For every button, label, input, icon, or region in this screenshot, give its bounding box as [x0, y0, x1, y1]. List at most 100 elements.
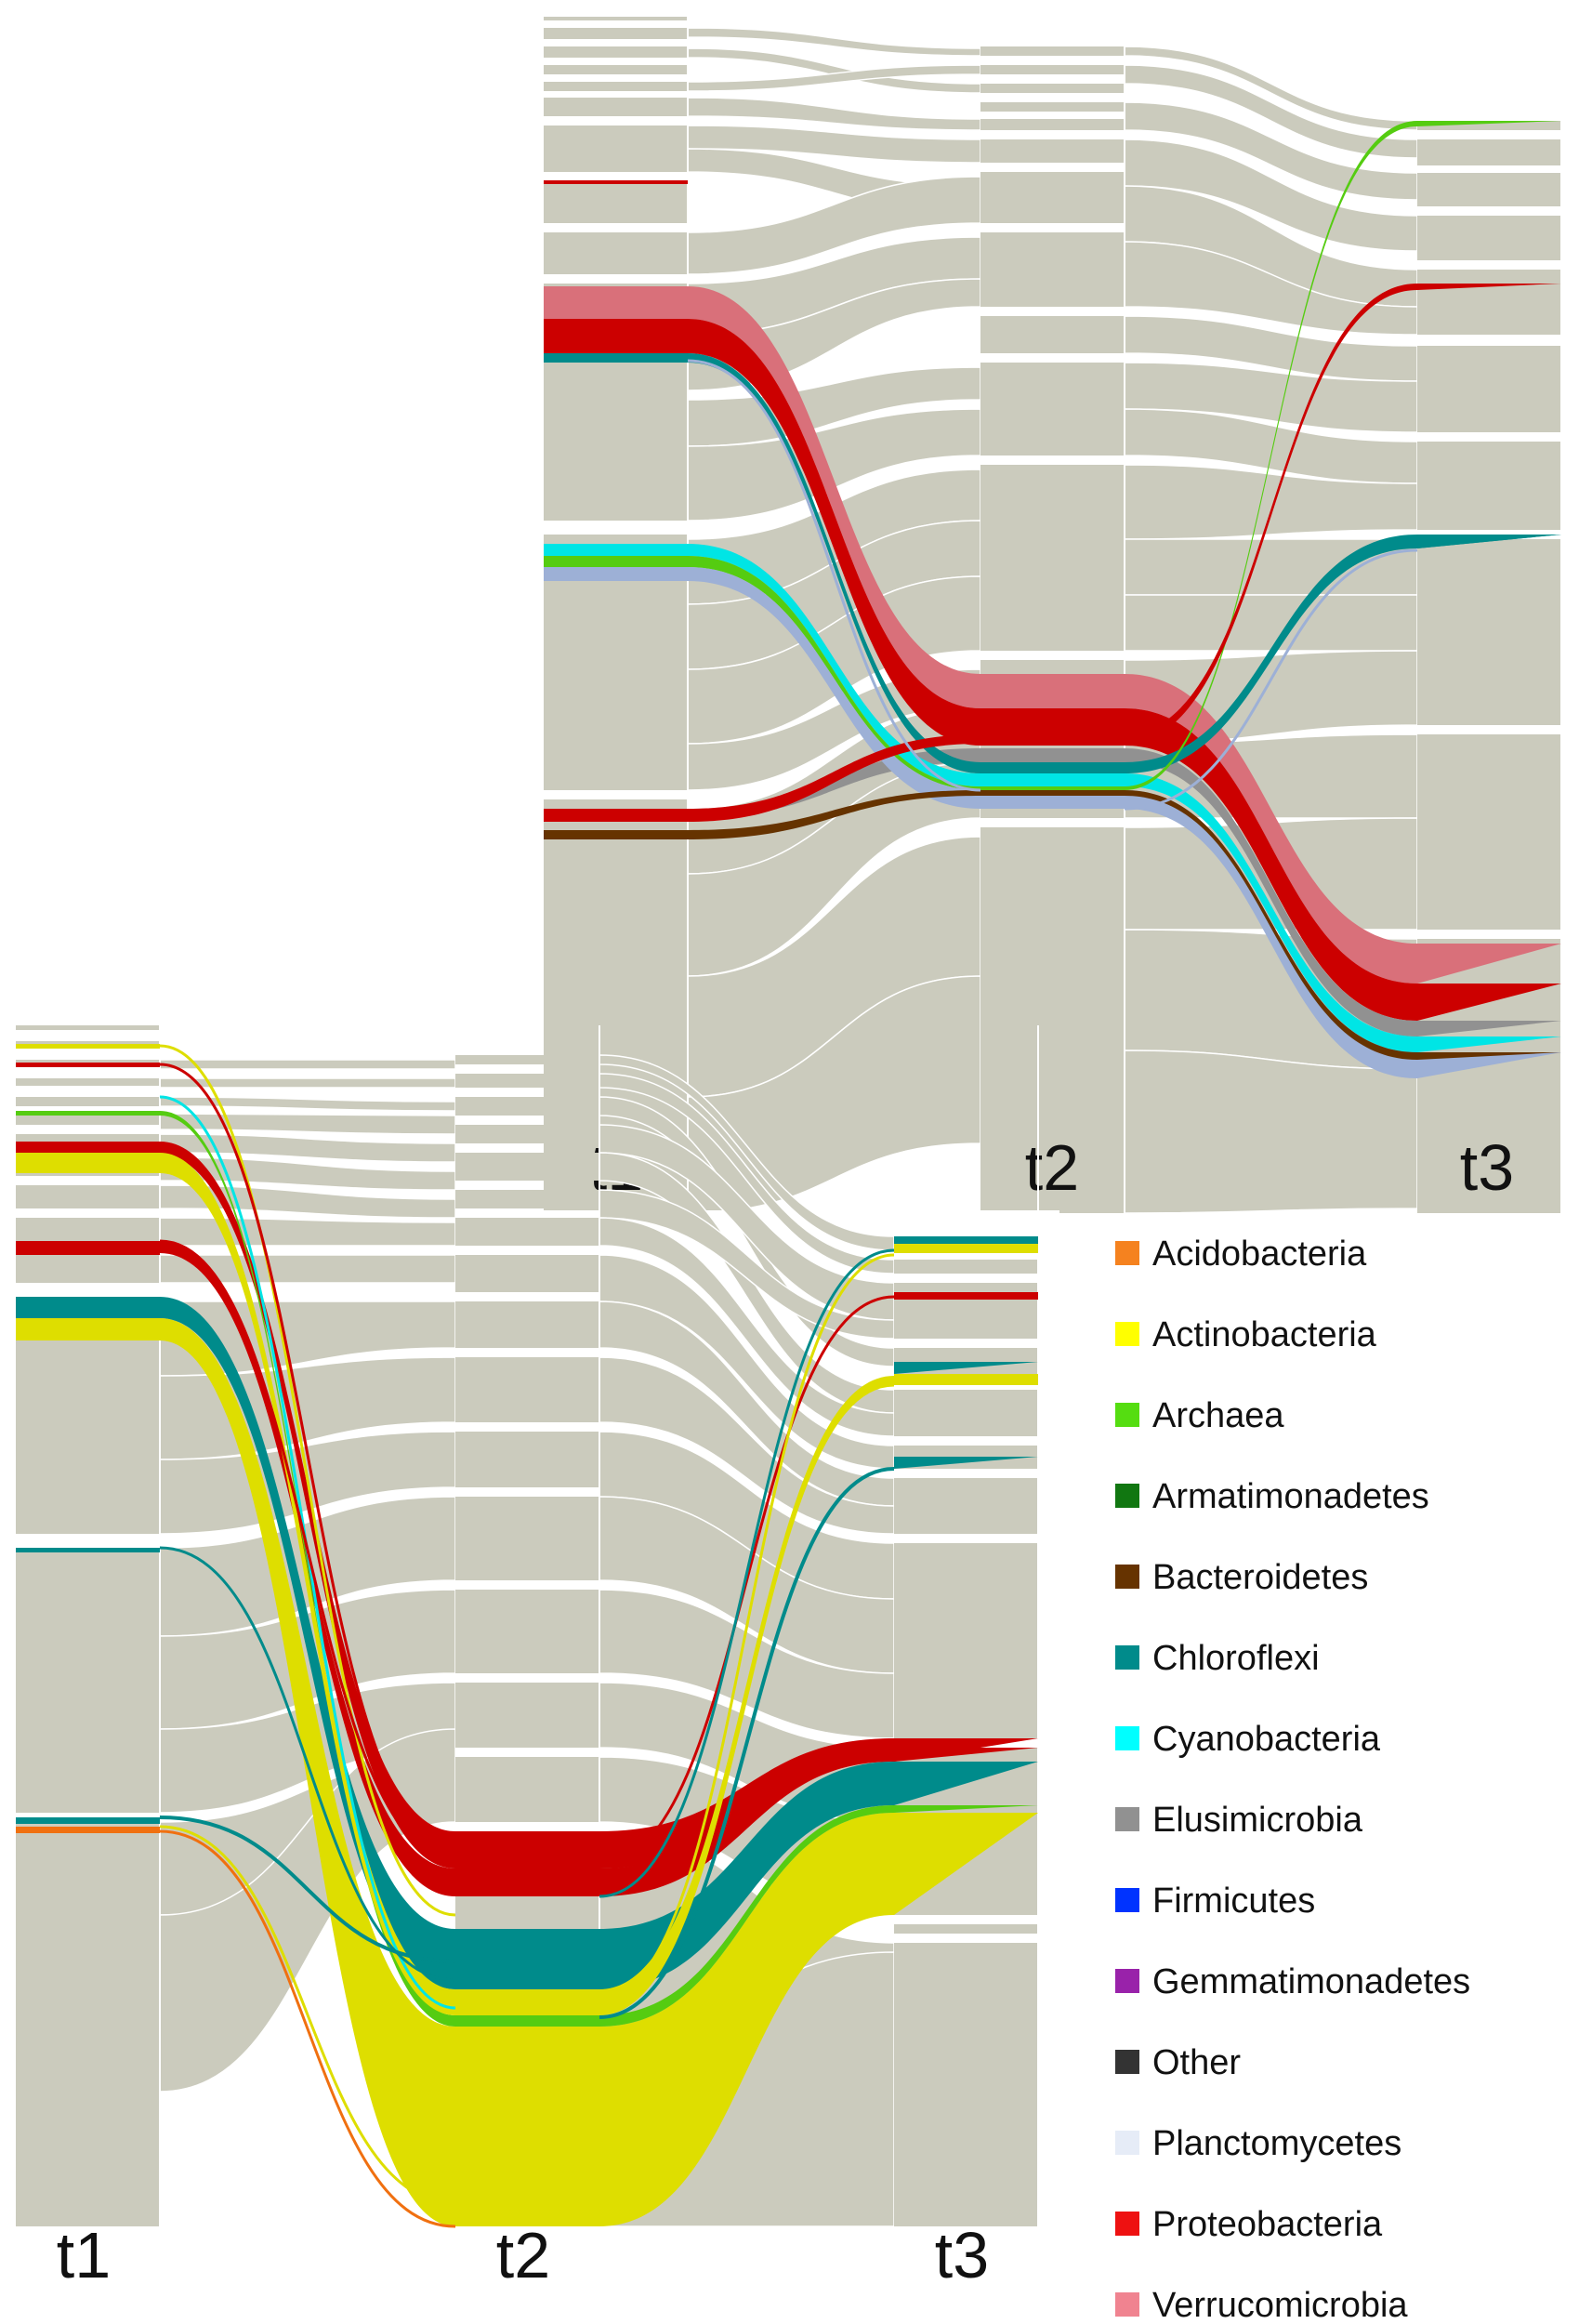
node-segment [455, 1218, 599, 1246]
node-segment [544, 125, 688, 172]
node-segment [1417, 734, 1561, 930]
legend-label-armatimonadetes: Armatimonadetes [1152, 1477, 1429, 1516]
planctomycetes-outline-flow [1124, 548, 1418, 811]
legend-label-chloroflexi: Chloroflexi [1152, 1639, 1320, 1678]
node-segment [455, 1432, 599, 1487]
timepoint-label-t3-bottom: t3 [935, 2219, 989, 2291]
background-flow [1124, 1050, 1418, 1214]
background-flow [159, 1096, 456, 1112]
node-segment [455, 1757, 599, 1822]
node-segment [16, 1078, 160, 1086]
node-segment [455, 1055, 599, 1064]
node-segment [16, 1822, 160, 2226]
highlighted-line [159, 1063, 456, 1847]
node-segment [455, 1153, 599, 1181]
highlighted-line [159, 1816, 456, 1963]
background-flow [687, 761, 981, 977]
background-flow [159, 1217, 456, 1247]
node-segment [980, 363, 1125, 456]
background-flow [159, 1113, 456, 1135]
node-segment [1417, 139, 1561, 165]
legend-swatch-acidobacteria [1115, 1241, 1139, 1265]
node-segment [980, 102, 1125, 112]
node-segment [16, 1097, 160, 1106]
legend-swatch-gemmatimonadetes [1115, 1969, 1139, 1993]
background-flow [687, 97, 981, 131]
node-segment [894, 1924, 1038, 1934]
node-segment [894, 1543, 1038, 1738]
node-segment [894, 1943, 1038, 2226]
legend: Acidobacteria Actinobacteria Archaea Armati… [1115, 1235, 1470, 2324]
node-segment [455, 1497, 599, 1580]
legend-swatch-elusimicrobia [1115, 1807, 1139, 1831]
legend-swatch-planctomycetes [1115, 2131, 1139, 2155]
chloroflexi-flow [16, 1297, 1038, 1989]
legend-swatch-bacteroidetes [1115, 1565, 1139, 1589]
node-segment [455, 1590, 599, 1673]
node-segment [455, 1255, 599, 1292]
node-segment [544, 181, 688, 223]
legend-label-other: Other [1152, 2043, 1241, 2082]
legend-swatch-actinobacteria [1115, 1322, 1139, 1346]
node-segment [894, 1390, 1038, 1436]
node-segment [455, 1097, 599, 1116]
node-segment [894, 1478, 1038, 1534]
chloroflexi-flow [544, 353, 1561, 773]
highlighted-line [599, 1253, 895, 2000]
legend-label-actinobacteria: Actinobacteria [1152, 1315, 1377, 1354]
legend-swatch-chloroflexi [1115, 1645, 1139, 1670]
node-segment [455, 1683, 599, 1748]
highlighted-flows-top [544, 121, 1561, 1078]
legend-swatch-proteobacteria [1115, 2212, 1139, 2236]
chloroflexi-flow-2 [894, 1362, 1038, 1374]
background-flow [159, 1077, 456, 1089]
node-segment [1417, 173, 1561, 206]
node-segment [544, 17, 688, 20]
legend-swatch-verrucomicrobia [1115, 2292, 1139, 2317]
legend-swatch-archaea [1115, 1403, 1139, 1427]
node-segment [544, 232, 688, 274]
background-flow [159, 1059, 456, 1070]
node-segment [16, 1255, 160, 1283]
node-segment [1417, 270, 1561, 335]
highlighted-line [159, 1825, 456, 2205]
legend-swatch-other [1115, 2050, 1139, 2074]
chloroflexi-minor-flow [1417, 535, 1561, 548]
timepoint-label-t2-top: t2 [1025, 1131, 1079, 1204]
sankey-panel-top: t1 t2 t3 [544, 17, 1562, 1214]
highlighted-line [599, 1467, 895, 2019]
node-segment [455, 1357, 599, 1422]
legend-label-proteobacteria: Proteobacteria [1152, 2205, 1383, 2244]
node-segment [544, 98, 688, 116]
node-segment [980, 84, 1125, 93]
highlighted-line [159, 1044, 456, 1917]
highlighted-line [599, 1248, 895, 1898]
node-segment [544, 82, 688, 91]
legend-swatch-firmicutes [1115, 1888, 1139, 1912]
legend-swatch-armatimonadetes [1115, 1484, 1139, 1508]
timepoint-label-t3-top: t3 [1460, 1131, 1514, 1204]
highlighted-line [159, 1829, 456, 2228]
planctomycetes-outline-flow [687, 359, 981, 792]
highlighted-line [599, 1383, 895, 2010]
node-segment [455, 1190, 599, 1208]
highlighted-flows-bottom [16, 1044, 1038, 2228]
node-segment [980, 46, 1125, 56]
node-segment [894, 1283, 1038, 1339]
legend-label-bacteroidetes: Bacteroidetes [1152, 1558, 1368, 1597]
actinobacteria-flow [16, 1318, 1038, 2226]
node-segment [980, 232, 1125, 307]
sankey-panel-bottom: t1 t2 t3 [0, 1025, 1059, 2324]
node-segment [455, 1125, 599, 1143]
highlighted-line [599, 1295, 895, 1866]
node-segment [894, 1260, 1038, 1274]
node-segment [455, 1301, 599, 1348]
node-segment [1417, 216, 1561, 260]
node-segment [980, 139, 1125, 163]
legend-label-acidobacteria: Acidobacteria [1152, 1235, 1367, 1274]
node-segment [1417, 442, 1561, 530]
node-segment [16, 1548, 160, 1813]
timepoint-label-t2-bottom: t2 [496, 2219, 550, 2291]
node-segment [544, 28, 688, 39]
node-segment [16, 1185, 160, 1208]
